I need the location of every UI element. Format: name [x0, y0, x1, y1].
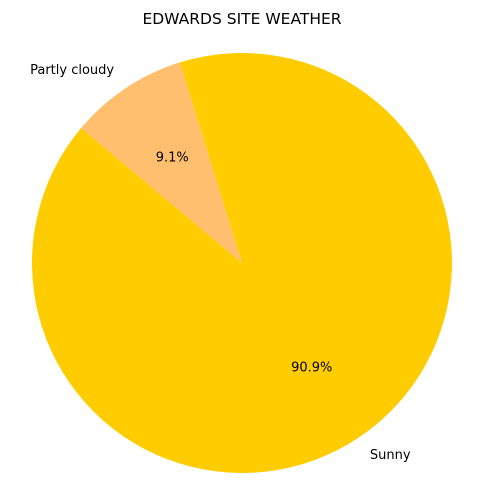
pie-labels: Sunny 90.9% Partly cloudy 9.1% — [30, 63, 411, 463]
pie-slice-partly-cloudy — [81, 62, 242, 264]
pie-slice-sunny — [31, 52, 452, 473]
percent-label-partly-cloudy: 9.1% — [156, 151, 189, 166]
slice-label-sunny: Sunny — [370, 448, 411, 463]
chart-title: EDWARDS SITE WEATHER — [142, 10, 341, 28]
pie-slices — [31, 52, 452, 473]
slice-label-partly-cloudy: Partly cloudy — [30, 63, 114, 78]
percent-label-sunny: 90.9% — [291, 360, 332, 375]
